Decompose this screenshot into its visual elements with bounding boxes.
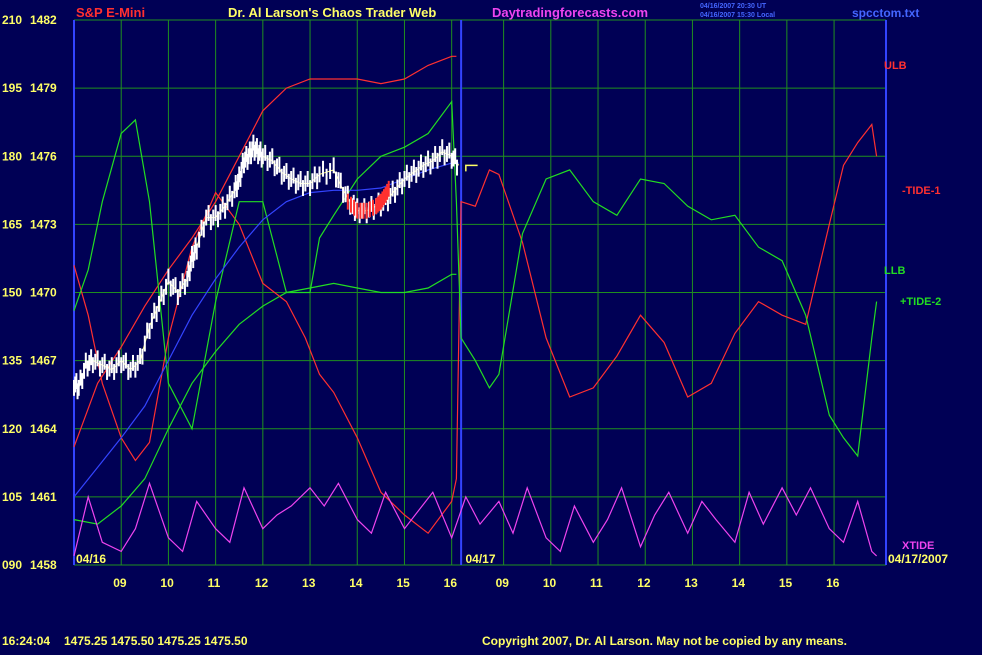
series-label: +TIDE-2 — [900, 296, 941, 308]
series-line--tide-2 — [73, 99, 878, 458]
series-label: -TIDE-1 — [902, 185, 941, 197]
x-tick-label: 16 — [444, 576, 458, 590]
y-left-tick-label: 120 — [2, 422, 22, 436]
x-tick-label: 12 — [637, 576, 651, 590]
x-tick-label: 10 — [160, 576, 174, 590]
last-price-marker — [465, 164, 478, 172]
date-label: 04/17/2007 — [888, 552, 948, 566]
y-left-tick-label: 165 — [2, 217, 22, 231]
x-tick-label: 14 — [349, 576, 363, 590]
y-left-tick-label: 195 — [2, 81, 22, 95]
series-lines — [73, 55, 878, 557]
footer-time: 16:24:04 — [2, 634, 50, 648]
data-file-name: spcctom.txt — [852, 6, 919, 20]
series-label: ULB — [884, 60, 907, 72]
x-tick-label: 13 — [302, 576, 316, 590]
series-line-llb — [73, 273, 457, 525]
y-left-tick-label: 090 — [2, 558, 22, 572]
y-right-tick-label: 1476 — [30, 149, 57, 163]
timestamp-ut: 04/16/2007 20:30 UT — [700, 3, 767, 10]
series-line-xtide — [73, 481, 878, 557]
site-url: Daytradingforecasts.com — [492, 5, 648, 20]
x-tick-label: 11 — [208, 576, 221, 590]
series-label: LLB — [884, 265, 905, 277]
footer-copyright: Copyright 2007, Dr. Al Larson. May not b… — [482, 634, 847, 648]
y-right-tick-label: 1473 — [30, 217, 57, 231]
date-label: 04/16 — [76, 552, 106, 566]
x-tick-label: 10 — [543, 576, 557, 590]
footer-quotes: 1475.25 1475.50 1475.25 1475.50 — [64, 634, 248, 648]
y-right-tick-label: 1479 — [30, 81, 57, 95]
x-tick-label: 12 — [255, 576, 269, 590]
y-left-tick-label: 105 — [2, 490, 22, 504]
y-left-tick-label: 180 — [2, 149, 22, 163]
x-tick-label: 11 — [590, 576, 603, 590]
x-tick-label: 13 — [684, 576, 698, 590]
y-right-tick-label: 1458 — [30, 558, 57, 572]
y-left-tick-label: 210 — [2, 13, 22, 27]
series-label: XTIDE — [902, 540, 934, 552]
x-tick-label: 15 — [396, 576, 410, 590]
y-left-tick-label: 150 — [2, 286, 22, 300]
site-title: Dr. Al Larson's Chaos Trader Web — [228, 5, 436, 20]
x-tick-label: 16 — [826, 576, 840, 590]
y-right-tick-label: 1464 — [30, 422, 57, 436]
y-right-tick-label: 1461 — [30, 490, 57, 504]
series-line-ulb — [73, 55, 457, 448]
axis-labels: 210 1482 195 1479 180 1476 165 1473 150 1470 135 14… — [2, 13, 948, 590]
y-right-tick-label: 1470 — [30, 286, 57, 300]
y-right-tick-label: 1482 — [30, 13, 57, 27]
y-left-tick-label: 135 — [2, 354, 22, 368]
timestamp-local: 04/16/2007 15:30 Local — [700, 12, 775, 19]
x-tick-label: 15 — [779, 576, 793, 590]
x-tick-label: 09 — [113, 576, 127, 590]
x-tick-label: 14 — [732, 576, 746, 590]
date-label: 04/17 — [465, 552, 495, 566]
instrument-title: S&P E-Mini — [76, 5, 145, 20]
y-right-tick-label: 1467 — [30, 354, 57, 368]
x-tick-label: 09 — [496, 576, 510, 590]
grid — [73, 19, 887, 566]
